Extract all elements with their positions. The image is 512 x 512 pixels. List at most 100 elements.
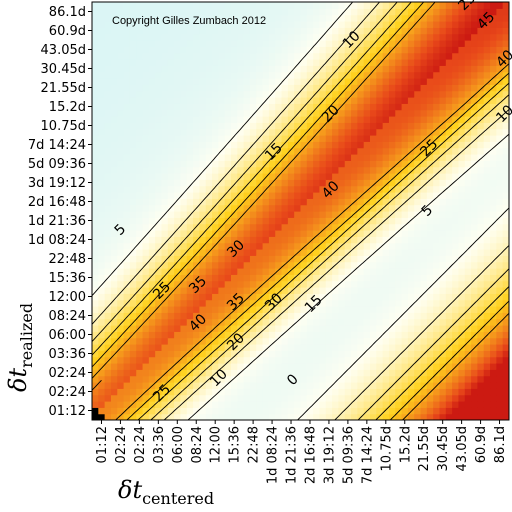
heatmap-cell — [332, 363, 340, 370]
heatmap-cell — [256, 413, 264, 420]
heatmap-cell — [129, 135, 137, 142]
heatmap-cell — [319, 293, 327, 301]
heatmap-cell — [338, 147, 346, 155]
heatmap-cell — [433, 46, 441, 54]
heatmap-cell — [357, 59, 365, 66]
heatmap-cell — [376, 287, 384, 294]
heatmap-cell — [294, 306, 302, 313]
heatmap-cell — [357, 185, 365, 193]
heatmap-cell — [174, 236, 182, 244]
heatmap-cell — [458, 154, 466, 161]
heatmap-cell — [471, 166, 479, 174]
heatmap-cell — [117, 268, 125, 275]
heatmap-cell — [344, 255, 352, 263]
heatmap-cell — [123, 78, 131, 85]
heatmap-cell — [395, 211, 403, 218]
heatmap-cell — [306, 401, 314, 408]
heatmap-cell — [174, 344, 182, 351]
heatmap-cell — [231, 166, 238, 174]
heatmap-cell — [174, 2, 182, 9]
heatmap-cell — [186, 2, 194, 9]
heatmap-cell — [363, 59, 371, 66]
heatmap-cell — [98, 160, 106, 168]
heatmap-cell — [306, 179, 314, 187]
heatmap-cell — [426, 103, 434, 111]
heatmap-cell — [382, 318, 390, 326]
heatmap-cell — [136, 356, 144, 364]
heatmap-cell — [300, 369, 308, 377]
heatmap-cell — [439, 344, 447, 351]
heatmap-cell — [218, 242, 226, 250]
heatmap-cell — [395, 27, 403, 35]
heatmap-cell — [287, 84, 295, 92]
heatmap-cell — [136, 230, 144, 237]
heatmap-cell — [445, 350, 453, 358]
heatmap-cell — [388, 78, 396, 85]
heatmap-cell — [123, 103, 131, 111]
heatmap-cell — [477, 242, 485, 250]
heatmap-cell — [471, 413, 479, 420]
heatmap-cell — [268, 369, 276, 377]
heatmap-cell — [426, 293, 434, 301]
heatmap-cell — [205, 230, 213, 237]
heatmap-cell — [300, 21, 308, 28]
heatmap-cell — [117, 141, 125, 149]
heatmap-cell — [496, 147, 504, 155]
heatmap-cell — [224, 236, 232, 244]
heatmap-cell — [490, 122, 497, 130]
heatmap-cell — [117, 217, 125, 225]
heatmap-cell — [370, 27, 377, 35]
heatmap-cell — [275, 344, 283, 351]
heatmap-cell — [243, 128, 251, 136]
heatmap-cell — [483, 103, 491, 111]
heatmap-cell — [155, 394, 163, 402]
heatmap-cell — [205, 274, 213, 282]
heatmap-cell — [224, 375, 232, 383]
heatmap-cell — [117, 299, 125, 307]
heatmap-cell — [338, 287, 346, 294]
heatmap-cell — [249, 337, 257, 345]
heatmap-cell — [275, 185, 283, 193]
heatmap-cell — [155, 204, 163, 212]
heatmap-cell — [129, 128, 137, 136]
heatmap-cell — [180, 287, 188, 294]
heatmap-cell — [129, 173, 137, 180]
heatmap-cell — [243, 154, 251, 161]
heatmap-cell — [148, 154, 156, 161]
heatmap-cell — [281, 59, 289, 66]
heatmap-cell — [382, 166, 390, 174]
heatmap-cell — [471, 394, 479, 402]
heatmap-cell — [300, 268, 308, 275]
heatmap-cell — [123, 141, 131, 149]
heatmap-cell — [351, 375, 358, 383]
heatmap-cell — [332, 249, 340, 256]
heatmap-cell — [363, 318, 371, 326]
heatmap-cell — [243, 109, 251, 117]
heatmap-cell — [224, 90, 232, 98]
heatmap-cell — [363, 204, 371, 212]
heatmap-cell — [471, 21, 479, 28]
heatmap-cell — [287, 312, 295, 320]
heatmap-cell — [237, 211, 245, 218]
heatmap-cell — [407, 65, 415, 73]
heatmap-cell — [388, 249, 396, 256]
heatmap-cell — [161, 147, 169, 155]
heatmap-cell — [117, 407, 125, 415]
heatmap-cell — [426, 116, 434, 123]
heatmap-cell — [167, 318, 175, 326]
heatmap-cell — [502, 261, 509, 269]
heatmap-cell — [376, 122, 384, 130]
heatmap-cell — [376, 337, 384, 345]
heatmap-cell — [155, 274, 163, 282]
heatmap-cell — [148, 230, 156, 237]
heatmap-cell — [148, 255, 156, 263]
heatmap-cell — [167, 192, 175, 199]
heatmap-cell — [231, 8, 238, 16]
heatmap-cell — [193, 318, 201, 326]
heatmap-cell — [92, 27, 99, 35]
heatmap-cell — [117, 211, 125, 218]
heatmap-cell — [161, 255, 169, 263]
heatmap-cell — [496, 173, 504, 180]
heatmap-cell — [496, 217, 504, 225]
heatmap-cell — [464, 318, 472, 326]
